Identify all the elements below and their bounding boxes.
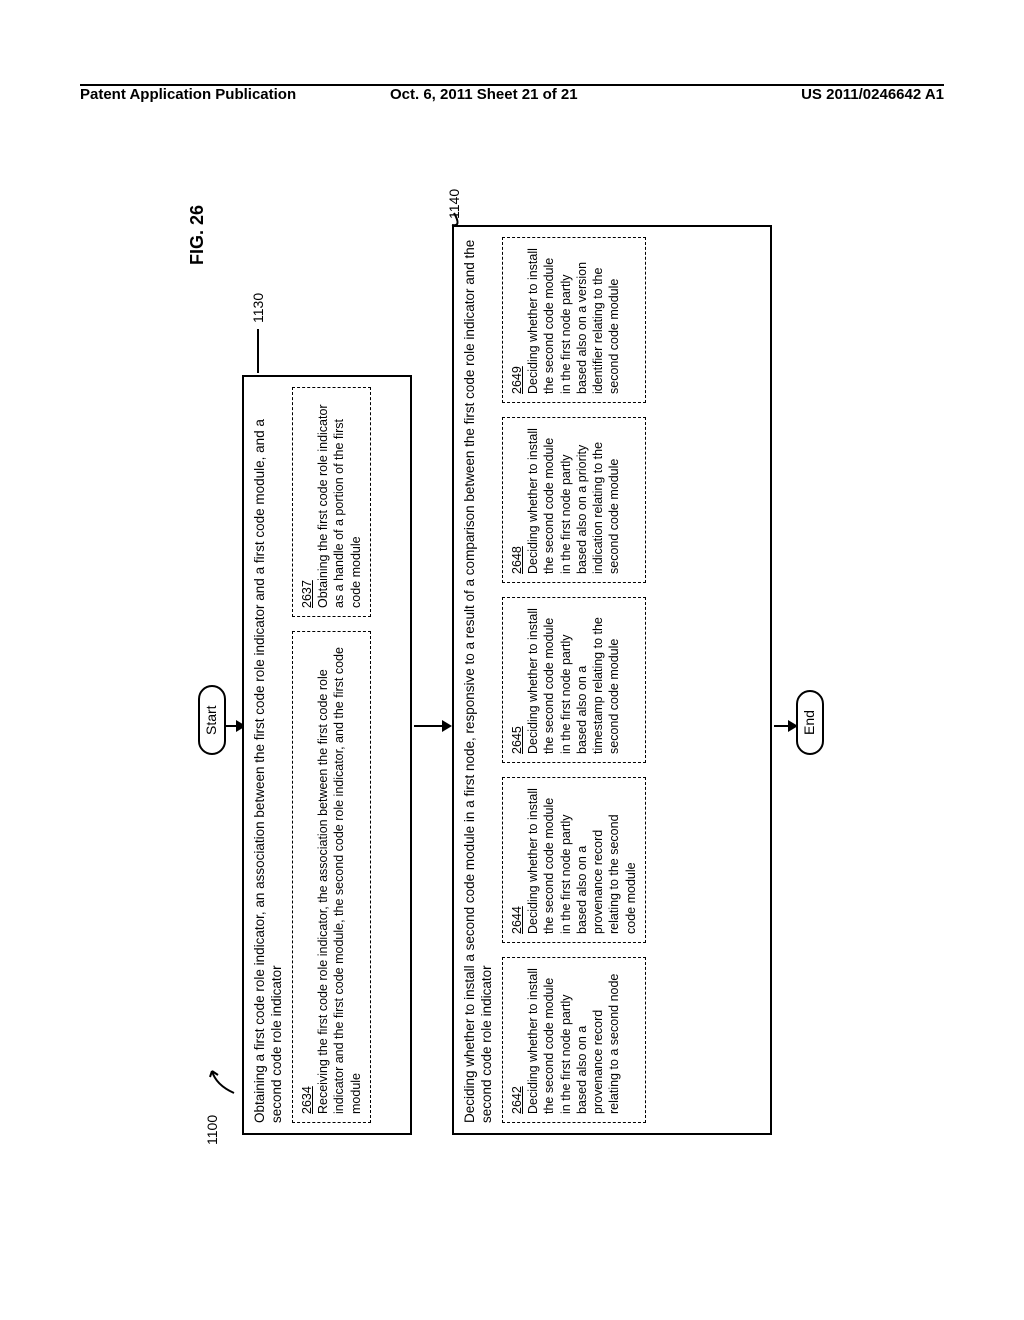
step-1140-title: Deciding whether to install a second cod…	[462, 237, 496, 1123]
ref-1100: 1100	[204, 1115, 222, 1145]
sub-2644-text: Deciding whether to install the second c…	[526, 788, 638, 934]
sub-2644-num: 2644	[510, 906, 524, 934]
step-1130-title: Obtaining a first code role indicator, a…	[252, 387, 286, 1123]
leader-arrow-icon	[206, 1065, 236, 1095]
sub-2642-text: Deciding whether to install the second c…	[526, 968, 621, 1114]
sub-2644: 2644 Deciding whether to install the sec…	[502, 777, 646, 943]
end-terminal: End	[796, 690, 824, 755]
sub-2642: 2642 Deciding whether to install the sec…	[502, 957, 646, 1123]
sub-2649-text: Deciding whether to install the second c…	[526, 248, 621, 394]
figure-label: FIG. 26	[186, 205, 209, 265]
sub-2642-num: 2642	[510, 1086, 524, 1114]
ref-1130: 1130	[250, 293, 268, 323]
sub-2649: 2649 Deciding whether to install the sec…	[502, 237, 646, 403]
sub-2634-text: Receiving the first code role indicator,…	[316, 647, 363, 1114]
sub-2648: 2648 Deciding whether to install the sec…	[502, 417, 646, 583]
header-mid: Oct. 6, 2011 Sheet 21 of 21	[390, 86, 578, 103]
start-terminal: Start	[198, 685, 226, 755]
sub-2637: 2637 Obtaining the first code role indic…	[292, 387, 371, 617]
sub-2645: 2645 Deciding whether to install the sec…	[502, 597, 646, 763]
sub-2649-num: 2649	[510, 366, 524, 394]
header-right: US 2011/0246642 A1	[801, 86, 944, 103]
step-1130-subs: 2634 Receiving the first code role indic…	[292, 387, 371, 1123]
sub-2648-num: 2648	[510, 546, 524, 574]
leader-1130	[257, 329, 259, 373]
step-1140-subs: 2642 Deciding whether to install the sec…	[502, 237, 646, 1123]
sub-2637-text: Obtaining the first code role indicator …	[316, 404, 363, 608]
sub-2634: 2634 Receiving the first code role indic…	[292, 631, 371, 1123]
arrowhead-icon	[442, 720, 452, 732]
step-1130: Obtaining a first code role indicator, a…	[242, 375, 412, 1135]
header-left: Patent Application Publication	[80, 86, 296, 103]
ref-1140: 1140	[446, 189, 464, 219]
sub-2645-num: 2645	[510, 726, 524, 754]
flowchart-diagram: FIG. 26 1100 Start Obtaining a first cod…	[192, 205, 832, 1155]
sub-2648-text: Deciding whether to install the second c…	[526, 428, 621, 574]
page: Patent Application Publication Oct. 6, 2…	[0, 0, 1024, 1320]
step-1140: Deciding whether to install a second cod…	[452, 225, 772, 1135]
sub-2634-num: 2634	[300, 1086, 314, 1114]
sub-2645-text: Deciding whether to install the second c…	[526, 608, 621, 754]
sub-2637-num: 2637	[300, 580, 314, 608]
